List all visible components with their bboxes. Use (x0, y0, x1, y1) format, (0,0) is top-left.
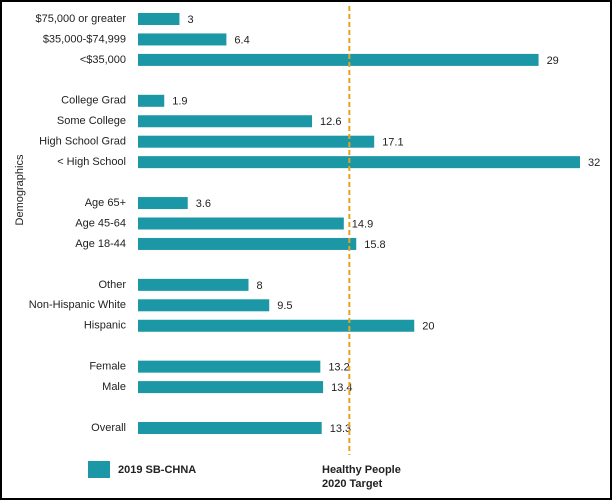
y-tick-label: Female (89, 361, 126, 373)
y-tick-label: Age 65+ (85, 197, 126, 209)
y-tick-label: $75,000 or greater (35, 13, 126, 25)
bar (138, 299, 270, 312)
value-label: 1.9 (172, 96, 187, 108)
value-label: 15.8 (364, 239, 385, 251)
y-tick-label: Other (98, 279, 126, 291)
bar (138, 53, 539, 66)
bar (138, 278, 249, 291)
y-tick-label: $35,000-$74,999 (43, 33, 126, 45)
bar (138, 197, 188, 210)
bar (138, 381, 324, 394)
y-tick-label: <$35,000 (80, 54, 126, 66)
y-axis-label: Demographics (14, 154, 26, 225)
value-label: 32 (588, 157, 600, 169)
value-label: 9.5 (277, 300, 292, 312)
y-tick-label: Overall (91, 422, 126, 434)
value-label: 13.3 (330, 423, 351, 435)
value-label: 8 (257, 280, 263, 292)
y-tick-label: Male (102, 381, 126, 393)
value-label: 14.9 (352, 218, 373, 230)
y-tick-label: Hispanic (84, 320, 127, 332)
value-label: 6.4 (234, 34, 249, 46)
bar (138, 237, 357, 250)
bar (138, 115, 313, 128)
bar (138, 33, 227, 46)
bar (138, 156, 580, 169)
y-tick-label: Age 45-64 (75, 217, 126, 229)
bar (138, 135, 375, 148)
value-label: 12.6 (320, 116, 341, 128)
value-label: 3 (187, 14, 193, 26)
bar (138, 13, 180, 25)
y-tick-label: College Grad (61, 95, 126, 107)
y-tick-label: Non-Hispanic White (29, 299, 126, 311)
bar (138, 319, 415, 332)
legend-swatch (88, 461, 110, 478)
y-tick-label: < High School (57, 156, 126, 168)
y-tick-label: Some College (57, 115, 126, 127)
bar (138, 360, 321, 373)
bar (138, 94, 165, 107)
target-label: Healthy People (322, 464, 401, 476)
y-tick-label: Age 18-44 (75, 238, 126, 250)
legend-label: 2019 SB-CHNA (118, 464, 196, 476)
value-label: 29 (547, 55, 559, 67)
value-label: 17.1 (382, 137, 403, 149)
y-tick-label: High School Grad (39, 136, 126, 148)
value-label: 3.6 (196, 198, 211, 210)
value-label: 20 (422, 321, 434, 333)
bar (138, 422, 322, 434)
value-label: 13.2 (328, 362, 349, 374)
bar (138, 217, 344, 230)
target-label: 2020 Target (322, 478, 383, 490)
value-label: 13.4 (331, 382, 352, 394)
